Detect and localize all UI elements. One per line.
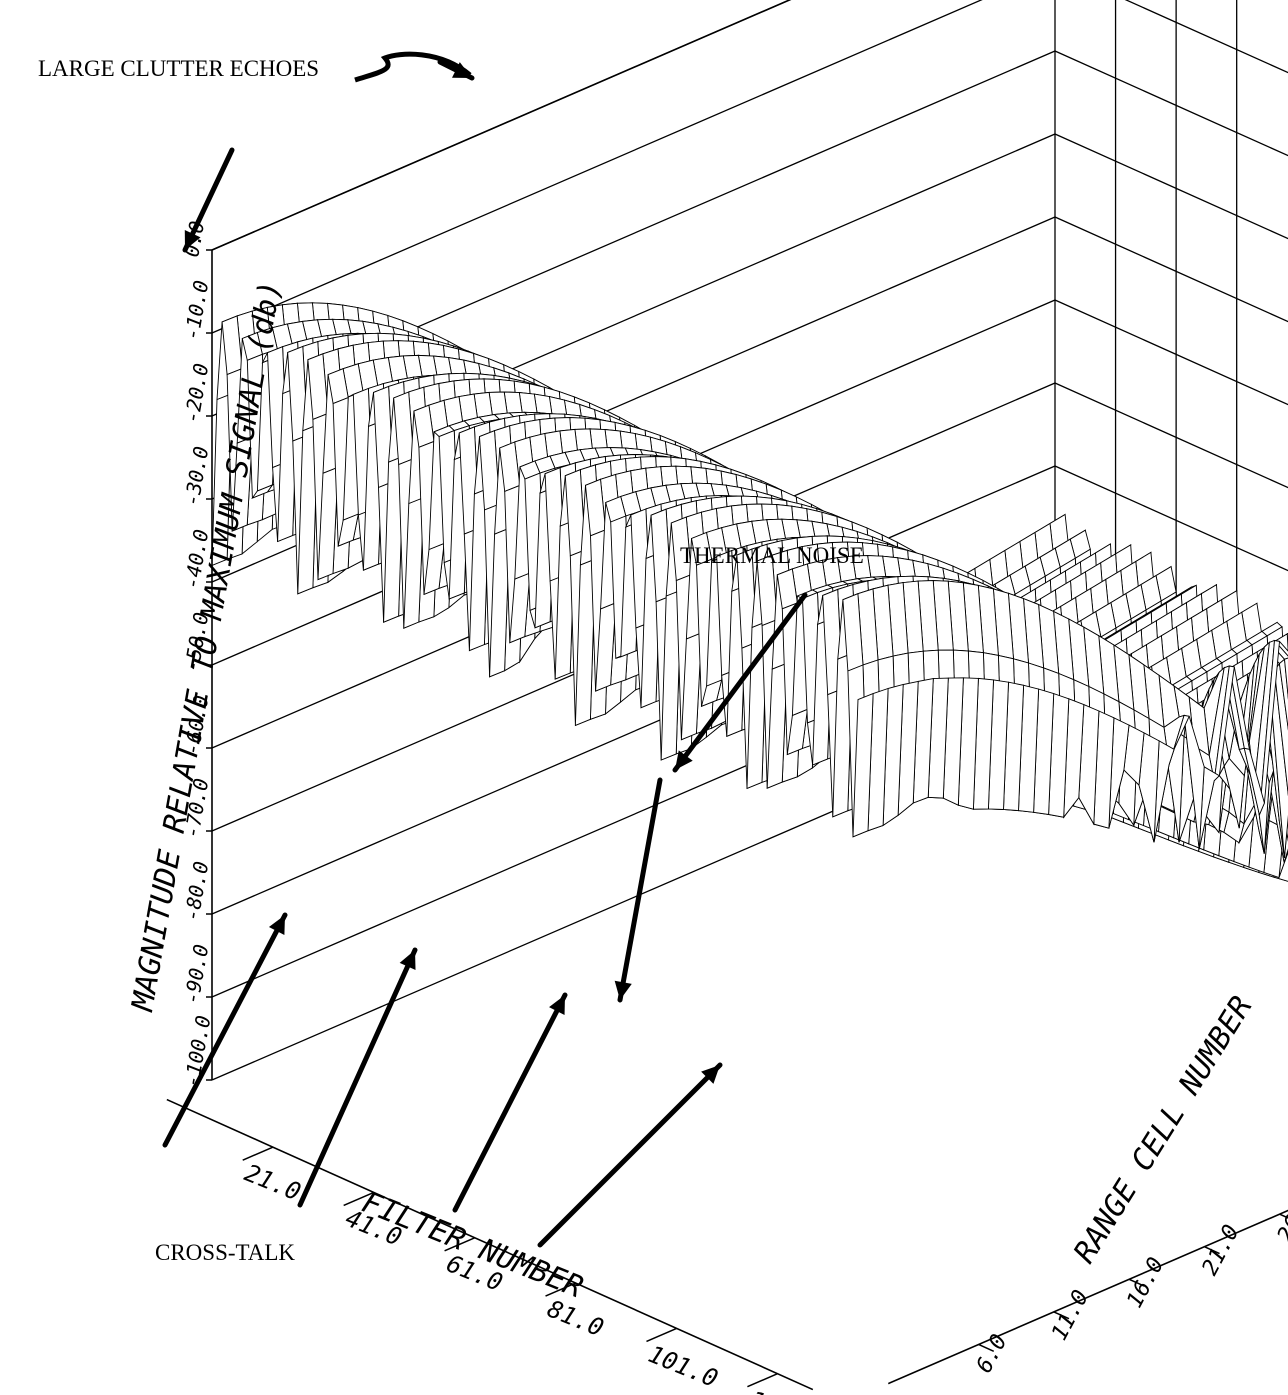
wall-grid-line (1054, 216, 1288, 323)
wall-grid-line (1054, 382, 1288, 489)
wall-grid-line (1054, 299, 1288, 406)
wall-grid-line (1054, 465, 1288, 572)
wall-grid-line (1124, 0, 1288, 74)
wall-grid-line (1054, 133, 1288, 240)
surface-mesh (211, 302, 1288, 882)
wall-grid-line (1055, 0, 1288, 175)
wall-grid-line (1054, 50, 1288, 157)
wall-grid-line (211, 0, 792, 251)
wall-grid-line (211, 0, 983, 334)
